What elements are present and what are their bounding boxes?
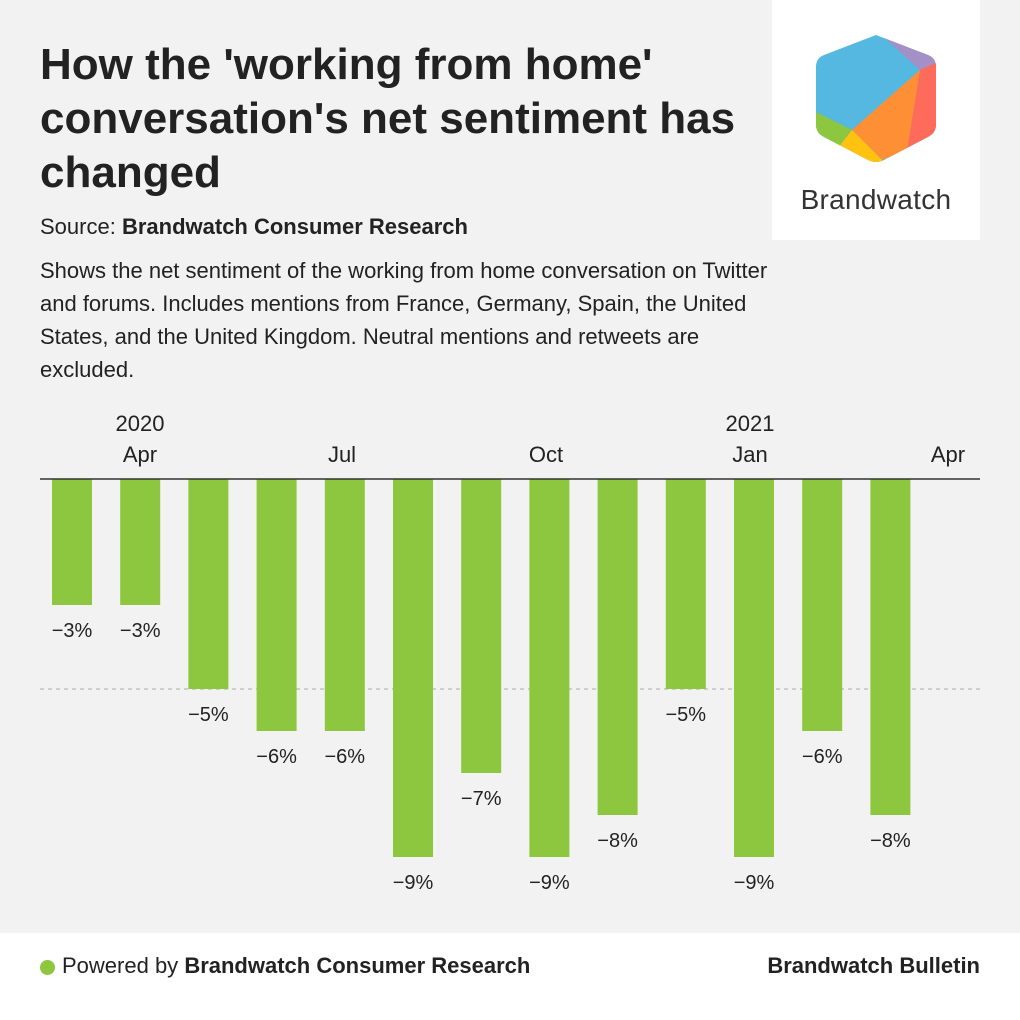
bar-11 [802, 479, 843, 731]
powered-name: Brandwatch Consumer Research [184, 953, 531, 978]
hexagon-logo-icon [816, 35, 936, 162]
x-tick-month-10: Jan [732, 442, 767, 467]
value-label-4: −6% [325, 746, 366, 768]
chart-description: Shows the net sentiment of the working f… [40, 258, 768, 382]
value-label-0: −3% [52, 620, 93, 642]
footer: Powered by Brandwatch Consumer Research … [0, 933, 1020, 1020]
value-label-10: −9% [734, 872, 775, 894]
value-label-6: −7% [461, 788, 502, 810]
bar-7 [529, 479, 570, 857]
bar-10 [734, 479, 774, 857]
bar-2 [188, 479, 229, 689]
bar-chart: −3% −3% −5% −6% −6% −9% −7% −9% −8% −5% −9% −6% −8% 2… [40, 411, 980, 894]
value-label-8: −8% [597, 830, 638, 852]
x-tick-month-13: Apr [931, 442, 965, 467]
value-label-7: −9% [529, 872, 570, 894]
footer-bulletin: Brandwatch Bulletin [767, 953, 980, 978]
value-label-12: −8% [870, 830, 911, 852]
powered-label: Powered by [62, 953, 179, 978]
bar-6 [461, 479, 502, 773]
footer-powered-by: Powered by Brandwatch Consumer Research [62, 953, 530, 979]
bar-5 [393, 479, 433, 857]
value-label-9: −5% [666, 704, 707, 726]
green-dot-icon [40, 960, 55, 975]
value-label-5: −9% [393, 872, 434, 894]
value-label-2: −5% [188, 704, 229, 726]
source-name: Brandwatch Consumer Research [121, 214, 468, 239]
value-label-3: −6% [256, 746, 297, 768]
x-tick-month-0: Apr [123, 442, 157, 467]
bar-3 [256, 479, 297, 731]
bar-0 [52, 479, 92, 605]
bar-4 [324, 479, 365, 731]
bar-1 [120, 479, 161, 605]
chart-title: How the 'working from home' conversation… [40, 40, 736, 197]
value-label-1: −3% [120, 620, 161, 642]
source-line: Source: Brandwatch Consumer Research [40, 214, 468, 240]
x-tick-month-3: Jul [328, 442, 356, 467]
x-tick-year-0: 2020 [116, 411, 165, 436]
bar-8 [597, 479, 638, 815]
bar-9 [665, 479, 706, 689]
x-tick-month-6: Oct [529, 442, 563, 467]
value-label-11: −6% [802, 746, 843, 768]
brandwatch-logo: Brandwatch [772, 0, 980, 240]
x-tick-year-10: 2021 [726, 411, 775, 436]
logo-wordmark: Brandwatch [800, 184, 952, 215]
source-label: Source: [40, 214, 116, 239]
bar-12 [870, 479, 911, 815]
